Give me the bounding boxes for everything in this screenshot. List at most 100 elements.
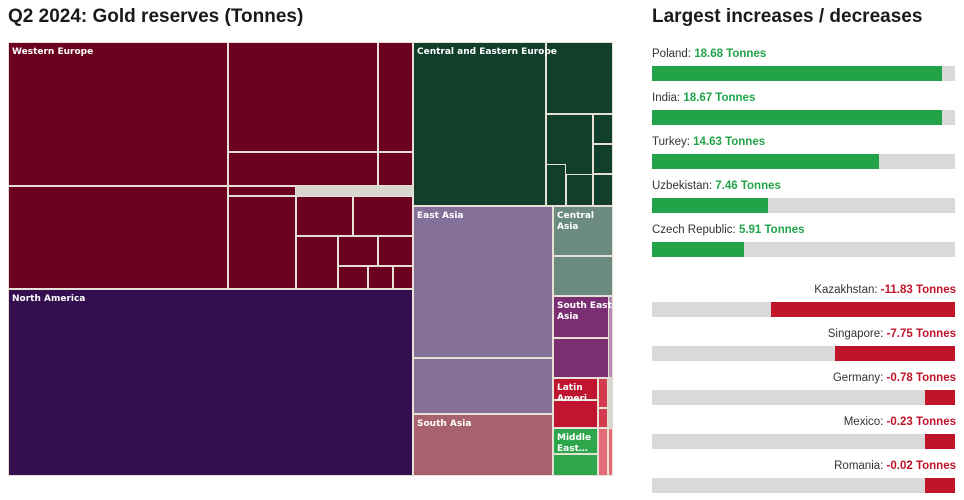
treemap-tile-western-europe[interactable] [338, 266, 368, 289]
change-bar-track [652, 198, 955, 213]
treemap-tile-western-europe[interactable] [296, 236, 338, 289]
treemap-tile-north-america[interactable] [8, 289, 413, 476]
treemap-tile-central-and-eastern-europe[interactable] [546, 42, 613, 114]
treemap-tile-central-and-eastern-europe[interactable] [413, 42, 546, 206]
treemap-tile-western-europe[interactable] [378, 152, 413, 186]
treemap-tile-western-europe[interactable] [8, 42, 228, 186]
treemap-tile-south-asia[interactable] [413, 414, 553, 476]
change-bar-track [652, 434, 955, 449]
change-label: Germany: -0.78 Tonnes [833, 372, 956, 384]
change-bar-track [652, 390, 955, 405]
change-value: 5.91 Tonnes [738, 224, 805, 236]
change-bar-track [652, 110, 955, 125]
treemap-region-label-middle-east: Middle East… [557, 433, 592, 454]
change-value: -0.78 Tonnes [886, 372, 956, 384]
treemap-tile-western-europe[interactable] [228, 196, 296, 289]
change-bar-fill [771, 302, 955, 317]
treemap-tile-central-and-eastern-europe[interactable] [593, 174, 613, 206]
treemap-tile-middle-east[interactable] [608, 428, 613, 476]
changes-bar-chart: Poland: 18.68 Tonnes India: 18.67 Tonnes T… [652, 44, 956, 493]
change-country: Mexico: [843, 416, 887, 428]
change-country: Singapore: [827, 328, 887, 340]
change-country: Kazakhstan: [814, 284, 881, 296]
treemap-tile-western-europe[interactable] [228, 42, 378, 152]
treemap-tile-central-and-eastern-europe[interactable] [546, 164, 566, 206]
treemap-tile-middle-east[interactable] [598, 428, 608, 476]
change-value: 18.68 Tonnes [694, 48, 767, 60]
treemap-tile-central-and-eastern-europe[interactable] [566, 174, 593, 206]
change-row-uzbekistan: Uzbekistan: 7.46 Tonnes [652, 176, 956, 220]
change-country: India: [652, 92, 684, 104]
change-label: Romania: -0.02 Tonnes [834, 460, 956, 472]
change-country: Czech Republic: [652, 224, 739, 236]
treemap-tile-central-and-eastern-europe[interactable] [593, 144, 613, 174]
treemap-region-label-central-asia: Central Asia [557, 211, 595, 232]
treemap-tile-south-east-asia[interactable] [608, 296, 613, 378]
change-country: Turkey: [652, 136, 694, 148]
change-label: Turkey: 14.63 Tonnes [652, 136, 765, 148]
treemap-tile-western-europe[interactable] [338, 236, 378, 266]
change-label: Mexico: -0.23 Tonnes [844, 416, 956, 428]
treemap-tile-western-europe[interactable] [393, 266, 413, 289]
treemap-tile-western-europe[interactable] [8, 186, 228, 289]
treemap-tile-western-europe[interactable] [296, 196, 353, 236]
treemap-tile-south-east-asia[interactable] [553, 338, 613, 378]
treemap-region-label-south-asia: South Asia [417, 419, 472, 429]
treemap-tile-latin-america[interactable] [598, 408, 608, 428]
change-bar-fill [835, 346, 955, 361]
treemap-tile-western-europe[interactable] [228, 152, 378, 186]
treemap-tile-middle-east[interactable] [553, 428, 598, 454]
treemap-tile-western-europe[interactable] [368, 266, 393, 289]
change-bar-track [652, 66, 955, 81]
treemap-tile-western-europe[interactable] [353, 196, 413, 236]
treemap-tile-latin-america[interactable] [553, 400, 598, 428]
change-label: Uzbekistan: 7.46 Tonnes [652, 180, 781, 192]
change-country: Germany: [832, 372, 887, 384]
change-bar-track [652, 242, 955, 257]
change-row-germany: Germany: -0.78 Tonnes [652, 368, 956, 412]
changes-title: Largest increases / decreases [652, 6, 923, 27]
change-value: 7.46 Tonnes [715, 180, 781, 192]
change-row-czech-republic: Czech Republic: 5.91 Tonnes [652, 220, 956, 264]
change-bar-fill [652, 154, 879, 169]
change-value: 14.63 Tonnes [693, 136, 766, 148]
change-label: Poland: 18.68 Tonnes [652, 48, 766, 60]
treemap-tile-latin-america[interactable] [553, 378, 598, 400]
change-bar-fill [925, 390, 955, 405]
change-row-turkey: Turkey: 14.63 Tonnes [652, 132, 956, 176]
change-row-singapore: Singapore: -7.75 Tonnes [652, 324, 956, 368]
change-bar-fill [652, 198, 768, 213]
treemap: Western Europe North America Central and E… [8, 42, 613, 476]
treemap-title: Q2 2024: Gold reserves (Tonnes) [8, 6, 304, 27]
treemap-tile-east-asia[interactable] [413, 206, 553, 358]
treemap-region-label-north-america: North America [12, 294, 86, 304]
change-row-poland: Poland: 18.68 Tonnes [652, 44, 956, 88]
change-row-india: India: 18.67 Tonnes [652, 88, 956, 132]
change-label: Kazakhstan: -11.83 Tonnes [814, 284, 956, 296]
change-label: Czech Republic: 5.91 Tonnes [652, 224, 805, 236]
treemap-tile-western-europe[interactable] [378, 42, 413, 152]
change-country: Poland: [652, 48, 695, 60]
change-bar-fill [652, 242, 744, 257]
treemap-tile-central-asia[interactable] [553, 256, 613, 296]
treemap-tile-latin-america[interactable] [598, 378, 608, 408]
change-bar-track [652, 302, 955, 317]
change-label: India: 18.67 Tonnes [652, 92, 755, 104]
treemap-tile-central-and-eastern-europe[interactable] [593, 114, 613, 144]
treemap-region-label-central-and-eastern-europe: Central and Eastern Europe [417, 47, 557, 57]
treemap-tile-western-europe[interactable] [378, 236, 413, 266]
change-bar-fill [925, 478, 955, 493]
treemap-region-label-east-asia: East Asia [417, 211, 464, 221]
change-country: Romania: [834, 460, 887, 472]
treemap-tile-east-asia[interactable] [413, 358, 553, 414]
treemap-region-label-south-east-asia: South East Asia [557, 301, 612, 322]
change-bar-track [652, 478, 955, 493]
change-label: Singapore: -7.75 Tonnes [828, 328, 956, 340]
treemap-region-label-latin-america: Latin Ameri… [557, 383, 596, 404]
treemap-tile-western-europe[interactable] [228, 186, 296, 196]
treemap-tile-middle-east[interactable] [553, 454, 598, 476]
treemap-region-label-western-europe: Western Europe [12, 47, 94, 57]
change-value: -11.83 Tonnes [880, 284, 956, 296]
change-row-mexico: Mexico: -0.23 Tonnes [652, 412, 956, 456]
treemap-tile-central-asia[interactable] [553, 206, 613, 256]
